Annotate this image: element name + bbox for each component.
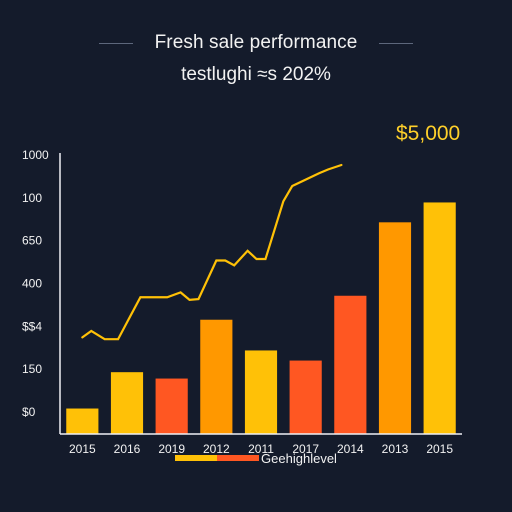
bar-3 <box>200 319 233 434</box>
x-tick-label-2: 2019 <box>158 442 185 456</box>
title-rule-right <box>379 42 414 44</box>
y-axis: $0 150 $$4 400 650 100 1000 <box>22 148 49 419</box>
chart-subtitle: testlughi ≈s 202% <box>181 64 331 85</box>
y-tick-label-3: 400 <box>22 277 42 291</box>
chart-title: Fresh sale performance <box>154 32 358 53</box>
y-tick-label-0: $0 <box>22 405 36 419</box>
value-callout: $5,000 <box>396 122 461 145</box>
x-tick-label-8: 2015 <box>426 442 453 456</box>
title-rule-left <box>98 42 133 44</box>
bar-5 <box>289 360 322 434</box>
legend-label: Geehighlevel <box>261 450 337 466</box>
y-tick-label-4: 650 <box>22 234 42 248</box>
y-tick-label-1: 150 <box>22 362 42 376</box>
bar-6 <box>334 295 367 434</box>
x-tick-label-0: 2015 <box>69 442 96 456</box>
bar-8 <box>423 202 456 434</box>
x-tick-label-5: 2017 <box>292 442 319 456</box>
bar-4 <box>244 350 278 434</box>
bar-1 <box>110 372 144 434</box>
legend-swatch-yellow <box>175 455 218 461</box>
x-tick-label-4: 2011 <box>248 442 274 456</box>
bar-0 <box>66 408 99 434</box>
x-tick-label-3: 2012 <box>203 442 230 456</box>
trend-line <box>81 163 343 341</box>
y-tick-label-5: 100 <box>22 191 42 205</box>
x-tick-label-6: 2014 <box>337 442 364 456</box>
bar-series <box>66 202 456 434</box>
x-tick-label-1: 2016 <box>114 442 141 456</box>
bar-7 <box>378 222 412 434</box>
x-axis: 2015 2016 2019 2012 2011 2017 2014 2013 2015 <box>69 442 453 456</box>
legend-swatch-red <box>217 455 260 461</box>
y-tick-label-6: 1000 <box>22 148 49 162</box>
legend: Geehighlevel <box>0 448 512 468</box>
y-tick-label-2: $$4 <box>22 319 42 333</box>
x-tick-label-7: 2013 <box>382 442 409 456</box>
title-row: Fresh sale performance <box>0 30 512 56</box>
bar-2 <box>155 378 188 434</box>
